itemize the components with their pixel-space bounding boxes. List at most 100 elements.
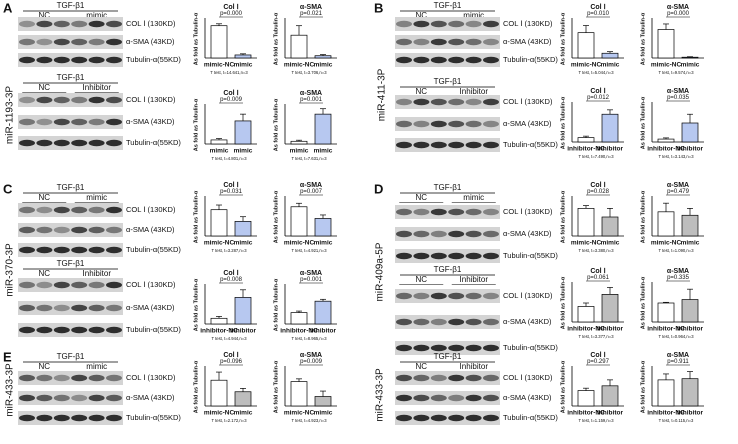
blot-band xyxy=(448,120,465,128)
blot-band xyxy=(88,246,105,254)
x-tick-label: inhibitor xyxy=(597,410,623,417)
group-label: Inhibitor xyxy=(460,275,489,284)
p-value: p=0.479 xyxy=(667,189,690,195)
blot-band xyxy=(106,38,122,46)
blot-band xyxy=(413,414,430,422)
blot-band xyxy=(106,394,122,402)
blot-band xyxy=(430,252,447,260)
treatment-label: TGF-β1 xyxy=(57,352,85,361)
band-label: Tubulin-α(55KD) xyxy=(503,140,558,149)
blot-band xyxy=(430,374,447,382)
bar xyxy=(657,138,675,143)
blot-band xyxy=(53,281,70,289)
blot-band xyxy=(483,344,499,352)
p-value: p=0.021 xyxy=(300,11,323,17)
y-axis-label: As fold as Tubulin-α xyxy=(193,360,199,413)
bar xyxy=(681,56,699,59)
blot-band xyxy=(19,246,35,254)
blot-strip xyxy=(395,227,500,241)
blot-band xyxy=(396,230,412,238)
blot-band xyxy=(106,206,122,214)
blot-strip xyxy=(395,289,500,303)
band-label: α-SMA (43KD) xyxy=(503,37,552,46)
chart-title: Col Ⅰ xyxy=(590,181,605,189)
blot-band xyxy=(430,230,447,238)
blot-band xyxy=(483,292,499,300)
blot-band xyxy=(483,318,499,326)
p-value: p=0.009 xyxy=(220,97,243,103)
blot-band xyxy=(19,38,35,46)
chart-title: α-SMA xyxy=(667,268,689,275)
p-value: p=0.010 xyxy=(587,11,610,17)
blot-band xyxy=(430,120,447,128)
x-tick-label: mimic xyxy=(234,148,253,155)
blot-band xyxy=(53,56,70,64)
blot-band xyxy=(106,118,122,126)
group-label: NC xyxy=(415,87,427,96)
bar xyxy=(601,52,619,59)
x-tick-label: mimic-NC xyxy=(204,410,235,417)
blot-band xyxy=(71,394,88,402)
blot-band xyxy=(413,394,430,402)
chart-title: α-SMA xyxy=(667,4,689,11)
group-label: NC xyxy=(415,11,427,20)
stats-note: T test, t=7.631,n=3 xyxy=(291,156,327,161)
blot-strip xyxy=(18,93,123,107)
y-axis-label: As fold as Tubulin-α xyxy=(273,98,279,151)
y-axis-label: As fold as Tubulin-α xyxy=(273,360,279,413)
mirna-label: miR-370-3P xyxy=(5,243,16,297)
blot-strip xyxy=(18,17,123,31)
chart-title: Col Ⅰ xyxy=(223,269,238,277)
blot-band xyxy=(19,414,35,422)
x-tick-label: mimic xyxy=(314,240,333,247)
y-axis-label: As fold as Tubulin-α xyxy=(193,190,199,243)
blot-band xyxy=(448,141,465,149)
blot-strip xyxy=(395,371,500,385)
chart-title: α-SMA xyxy=(667,88,689,95)
blot-band xyxy=(71,96,88,104)
blot-band xyxy=(36,304,53,312)
blot-band xyxy=(36,139,53,147)
panel-letter: C xyxy=(3,181,13,196)
x-tick-label: inhibitor-NC xyxy=(280,328,318,335)
blot-band xyxy=(36,281,53,289)
blot-band xyxy=(396,98,412,106)
blot-band xyxy=(483,414,499,422)
x-tick-label: inhibitor-NC xyxy=(567,146,605,153)
x-tick-label: mimic-NC xyxy=(284,410,315,417)
p-value: p=0.007 xyxy=(300,189,323,195)
blot-band xyxy=(483,230,499,238)
bar xyxy=(210,25,228,59)
blot-band xyxy=(106,374,122,382)
blot-strip xyxy=(395,391,500,405)
bar xyxy=(314,113,332,145)
blot-strip xyxy=(18,115,123,129)
x-tick-label: inhibitor-NC xyxy=(567,326,605,333)
chart-title: Col Ⅰ xyxy=(223,3,238,11)
p-value: p=0.000 xyxy=(220,11,243,17)
bar xyxy=(234,120,252,145)
blot-strip xyxy=(18,323,123,337)
x-tick-label: inhibitor xyxy=(677,146,703,153)
treatment-label: TGF-β1 xyxy=(434,1,462,10)
blot-band xyxy=(71,139,88,147)
x-tick-label: mimic-NC xyxy=(651,62,682,69)
blot-band xyxy=(106,226,122,234)
blot-band xyxy=(430,56,447,64)
blot-band xyxy=(36,206,53,214)
blot-band xyxy=(88,20,105,28)
blot-band xyxy=(430,414,447,422)
blot-band xyxy=(71,20,88,28)
treatment-label: TGF-β1 xyxy=(434,77,462,86)
mirna-label: miR-433-3P xyxy=(375,368,386,422)
blot-band xyxy=(36,374,53,382)
blot-band xyxy=(19,281,35,289)
panel-letter: E xyxy=(3,349,12,364)
blot-band xyxy=(88,56,105,64)
bar xyxy=(681,299,699,323)
bar xyxy=(234,297,252,325)
blot-band xyxy=(448,374,465,382)
blot-band xyxy=(106,326,122,334)
stats-note: T test, t=4.923,n=3 xyxy=(291,418,327,423)
band-label: α-SMA (43KD) xyxy=(503,119,552,128)
